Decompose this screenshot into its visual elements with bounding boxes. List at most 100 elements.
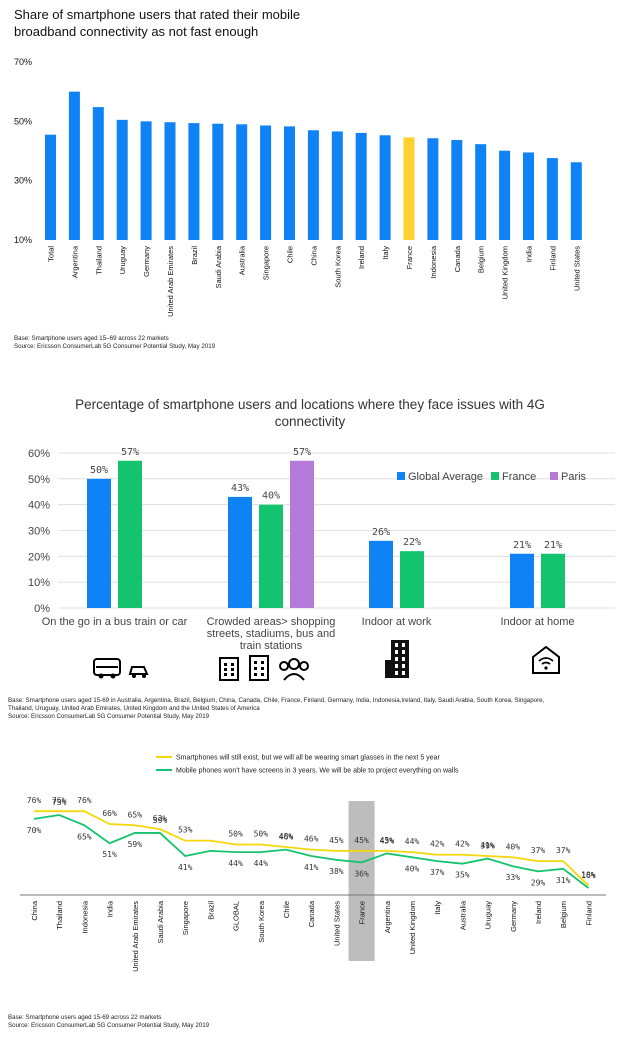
chart2-ytick-label: 60% — [28, 448, 50, 460]
chart3-data-label-bottom: 38% — [329, 867, 344, 876]
chart3-note-base: Base: Smartphone users aged 15-69 across… — [8, 1014, 162, 1021]
chart1-bar — [164, 122, 176, 240]
chart1-ytick-label: 10% — [14, 235, 32, 245]
chart2-category-label: Indoor at home — [501, 616, 575, 628]
chart1-ytick-label: 30% — [14, 176, 32, 186]
chart3-xtick-label: India — [106, 900, 115, 917]
chart2-category-label: Indoor at work — [362, 616, 432, 628]
chart3-xtick-label: Singapore — [181, 901, 190, 935]
chart3-data-label-top: 37% — [556, 846, 571, 855]
chart3-data-label-bottom: 41% — [178, 863, 193, 872]
chart2-data-label: 22% — [403, 537, 421, 548]
chart2-title: Percentage of smartphone users and locat… — [75, 397, 545, 429]
chart3-data-label-bottom: 51% — [102, 850, 117, 859]
chart3-data-label-bottom: 46% — [279, 833, 294, 842]
chart3-data-label-top: 50% — [254, 829, 269, 838]
chart3-note-source: Source: Ericsson ConsumerLab 5G Consumer… — [8, 1022, 210, 1029]
chart1-xtick-label: Brazil — [190, 246, 199, 265]
chart1-xtick-label: Australia — [238, 245, 247, 275]
chart3-xtick-label: Chile — [282, 901, 291, 918]
chart3-data-label-top: 42% — [430, 840, 445, 849]
chart2-data-label: 57% — [121, 447, 139, 458]
chart3-xtick-label: Italy — [433, 901, 442, 915]
chart3-data-label-top: 45% — [380, 836, 395, 845]
chart1-bar — [68, 91, 80, 240]
chart1-svg: 70% 50% 30% 10% Total Argentina Thailand Urugua… — [14, 57, 582, 317]
chart1-bar — [546, 158, 558, 240]
chart3-xtick-label: Australia — [458, 900, 467, 930]
chart1-bar — [92, 107, 104, 240]
chart3-data-label-top: 76% — [27, 796, 42, 805]
chart2-bar — [259, 504, 283, 608]
chart1-xtick-label: Canada — [453, 245, 462, 272]
chart3-xtick-label: United States — [332, 901, 341, 946]
chart1-bar — [236, 124, 248, 240]
chart3-data-label-bottom: 29% — [531, 878, 546, 887]
chart1-xtick-label: United States — [572, 246, 581, 291]
chart3-legend-label: Mobile phones won't have screens in 3 ye… — [176, 768, 459, 775]
chart1-notes: Base: Smartphone users aged 15–69 across… — [14, 335, 215, 351]
chart1-bar — [499, 150, 511, 240]
chart1-bar — [379, 135, 391, 240]
chart3-legend-label: Smartphones will still exist, but we wil… — [176, 755, 440, 762]
chart1-bar — [451, 140, 463, 240]
chart3-xtick-label: Belgium — [559, 901, 568, 928]
chart3-data-label-top: 76% — [77, 796, 92, 805]
chart2-svg: 60% 50% 40% 30% 20% 10% 0% 50% 57% On the go in a… — [28, 447, 615, 681]
chart3-highlight-band — [348, 801, 375, 961]
chart3-data-label-top: 42% — [455, 840, 470, 849]
chart2-note-base-2: Thailand, Uruguay, United Arab Emirates,… — [8, 705, 260, 712]
chart3-xtick-label: United Arab Emirates — [131, 901, 140, 972]
chart1-xtick-label: Ireland — [357, 246, 366, 269]
chart1-xtick-label: South Korea — [333, 245, 342, 288]
chart3-data-label-bottom: 44% — [254, 859, 269, 868]
chart3-xtick-label: Indonesia — [80, 900, 89, 933]
chart1-bar — [403, 137, 415, 240]
chart1-xtick-label: Saudi Arabia — [214, 245, 223, 288]
chart3-data-label-top: 50% — [228, 829, 243, 838]
chart2-legend-swatch — [491, 472, 499, 480]
chart2-category-label: Crowded areas> shopping — [207, 616, 336, 628]
chart3-data-label-bottom: 73% — [52, 798, 67, 807]
chart3-series-glasses-line — [34, 810, 590, 887]
chart1-bar — [570, 162, 582, 240]
chart3-data-label-top: 44% — [405, 837, 420, 846]
chart3-data-label-top: 66% — [102, 809, 117, 818]
chart3-xtick-label: Finland — [584, 901, 593, 926]
chart1-xtick-label: Germany — [142, 246, 151, 277]
chart3-data-label-top: 41% — [480, 841, 495, 850]
chart2-data-label: 43% — [231, 483, 249, 494]
chart2-note-source: Source: Ericsson ConsumerLab 5G Consumer… — [8, 713, 210, 720]
chart2-ytick-label: 40% — [28, 500, 50, 512]
chart1-bar — [260, 125, 272, 240]
chart3-data-label-bottom: 35% — [455, 871, 470, 880]
chart2-ytick-label: 20% — [28, 551, 50, 563]
chart3-xtick-label: GLOBAL — [232, 901, 241, 931]
chart3-data-label-bottom: 31% — [556, 876, 571, 885]
chart3-svg: 76%70%China76%73%Thailand76%65%Indonesia… — [20, 755, 606, 972]
chart2-legend-label: France — [502, 471, 536, 483]
chart1-bar — [188, 123, 200, 240]
chart2-bar — [118, 460, 142, 608]
crowded-city-icon — [219, 655, 309, 681]
chart3-xtick-label: France — [358, 901, 367, 924]
chart1-xtick-label: Total — [47, 246, 56, 262]
chart3-data-label-top: 40% — [506, 842, 521, 851]
chart2-legend-label: Global Average — [408, 471, 483, 483]
chart2-bar — [369, 540, 393, 608]
chart2-bar — [541, 553, 565, 608]
chart1-xtick-label: Thailand — [94, 246, 103, 275]
chart3-xtick-label: China — [30, 900, 39, 920]
chart2-data-label: 57% — [293, 447, 311, 458]
chart3-data-label-bottom: 16% — [581, 871, 596, 880]
chart3-data-label-top: 45% — [354, 836, 369, 845]
chart3-data-label-bottom: 59% — [153, 816, 168, 825]
chart1-xtick-label: Argentina — [70, 245, 79, 278]
chart1-bar — [45, 134, 56, 240]
chart1-bar — [475, 144, 487, 240]
chart2-notes: Base: Smartphone users aged 15-69 in Aus… — [8, 697, 544, 721]
chart3-data-label-bottom: 44% — [228, 859, 243, 868]
chart2-legend-label: Paris — [561, 471, 587, 483]
chart2-data-label: 26% — [372, 527, 390, 538]
chart2-bar — [87, 478, 111, 608]
